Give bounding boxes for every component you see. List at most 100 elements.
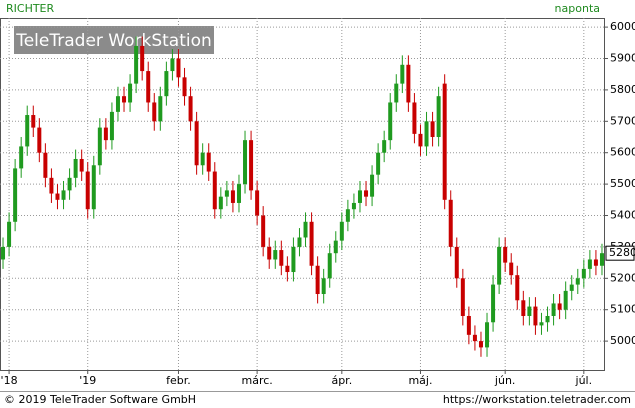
candle-body (285, 265, 290, 273)
candle-body (321, 278, 326, 295)
candle-body (503, 246, 508, 263)
candle-body (472, 334, 477, 342)
candle-body (563, 290, 568, 310)
candle-body (128, 83, 133, 103)
candle-body (545, 315, 550, 323)
candle-body (412, 102, 417, 134)
candle-body (243, 140, 248, 185)
candle-body (376, 152, 381, 175)
candle-body (345, 209, 350, 222)
candle-body (448, 199, 453, 247)
candle-body (485, 322, 490, 348)
candle-body (230, 190, 235, 203)
x-tick-label: júl. (575, 374, 593, 387)
candle-body (509, 262, 514, 276)
watermark: TeleTrader WorkStation (15, 31, 212, 51)
candle-body (25, 115, 30, 147)
x-tick-label: máj. (408, 374, 432, 387)
candle-body (212, 171, 217, 210)
candle-body (170, 58, 175, 72)
candle-body (176, 58, 181, 78)
candle-body (478, 341, 483, 348)
candle-body (436, 96, 441, 138)
candle-body (140, 45, 145, 72)
candle-body (569, 284, 574, 291)
candle-body (333, 240, 338, 254)
plot-frame (0, 18, 605, 371)
candle-body (103, 127, 108, 141)
candle-body (67, 177, 72, 191)
candle-body (19, 146, 24, 169)
candle-body (182, 77, 187, 97)
x-tick-label: '18 (1, 374, 18, 387)
candle-body (497, 246, 502, 285)
candle-body (327, 253, 332, 279)
candle-body (122, 96, 127, 103)
candle-body (146, 71, 151, 103)
candle-body (515, 275, 520, 301)
chart-subtitle: naponta (555, 2, 600, 15)
candle-body (115, 96, 120, 112)
candle-body (599, 253, 604, 266)
candle-body (158, 96, 163, 122)
candle-body (194, 121, 199, 166)
candle-body (1, 246, 6, 260)
y-tick-label: 5900 (610, 52, 635, 65)
y-tick-label: 5700 (610, 114, 635, 127)
candle-body (593, 259, 598, 266)
candle-body (551, 303, 556, 316)
y-tick-label: 5200 (610, 271, 635, 284)
candle-body (388, 102, 393, 141)
candle-body (291, 246, 296, 273)
candle-body (370, 174, 375, 197)
candle-body (394, 83, 399, 103)
candle-body (79, 158, 84, 172)
candle-body (249, 140, 254, 191)
candle-body (224, 190, 229, 197)
candle-body (91, 165, 96, 210)
y-tick-label: 5100 (610, 303, 635, 316)
candle-body (164, 71, 169, 97)
candle-body (7, 221, 12, 247)
candle-body (521, 300, 526, 316)
candle-body (200, 152, 205, 166)
candle-body (454, 246, 459, 279)
candle-body (43, 152, 48, 178)
candle-body (406, 64, 411, 103)
candle-body (466, 315, 471, 335)
candle-body (424, 121, 429, 147)
candle-body (279, 250, 284, 266)
candle-body (73, 158, 78, 178)
candle-body (218, 196, 223, 210)
x-tick-label: febr. (166, 374, 191, 387)
candle-body (97, 127, 102, 166)
candle-body (581, 268, 586, 279)
x-tick-label: jún. (494, 374, 516, 387)
candle-body (303, 221, 308, 238)
candle-body (442, 83, 447, 200)
x-tick-label: márc. (241, 374, 272, 387)
candle-body (575, 278, 580, 285)
candle-body (460, 278, 465, 316)
candle-body (13, 168, 18, 222)
y-tick-label: 5600 (610, 146, 635, 159)
footer-copyright: © 2019 TeleTrader Software GmbH (4, 393, 196, 406)
candle-body (85, 171, 90, 210)
candle-body (339, 221, 344, 241)
chart-title: RICHTER (6, 2, 55, 15)
last-price-label: 5280 (609, 246, 635, 259)
candle-body (206, 152, 211, 172)
last-price-box (605, 245, 635, 261)
candle-body (134, 45, 139, 84)
candle-body (61, 190, 66, 200)
x-tick-label: ápr. (331, 374, 352, 387)
candle-body (152, 102, 157, 122)
x-tick-label: '19 (79, 374, 96, 387)
candle-body (37, 127, 42, 153)
footer-url: https://workstation.teletrader.com (443, 393, 631, 406)
candle-body (400, 64, 405, 84)
candle-body (55, 193, 60, 200)
candle-body (315, 265, 320, 295)
candle-body (357, 190, 362, 203)
